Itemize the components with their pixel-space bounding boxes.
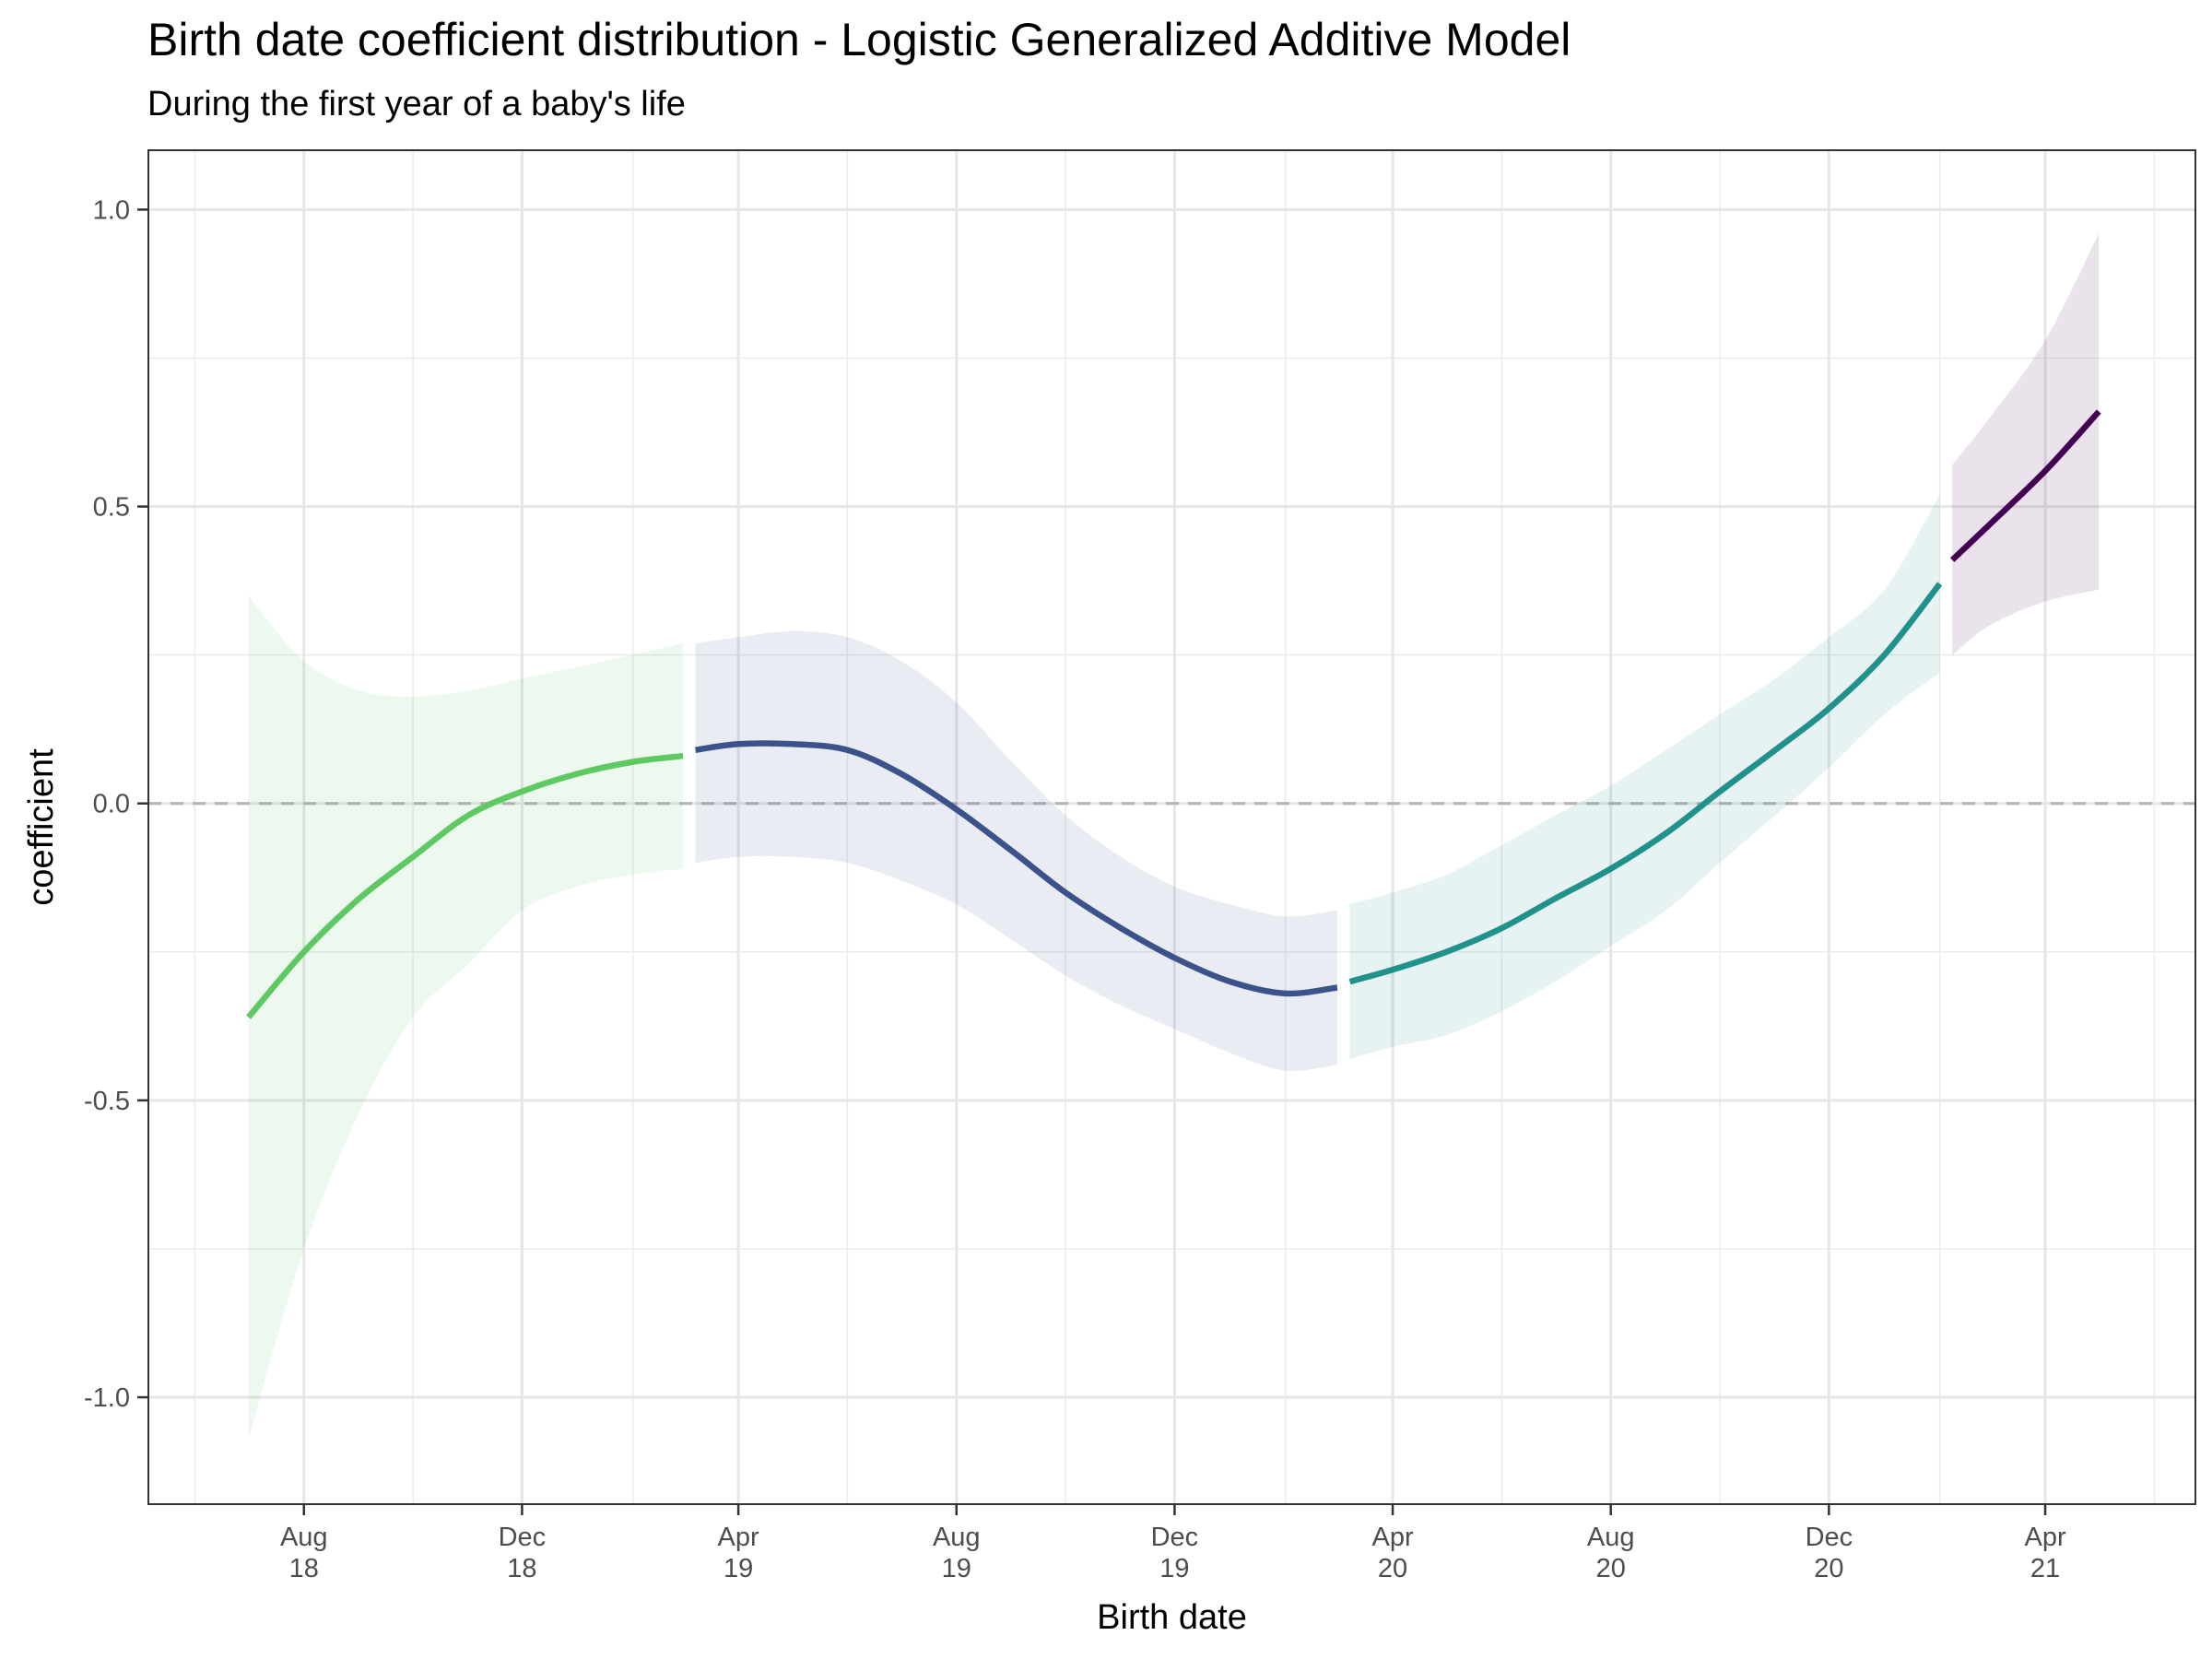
- minor-gridlines: [148, 150, 2195, 1504]
- x-tick-label-8-0: Apr: [2024, 1523, 2065, 1552]
- confidence-band-2: [1349, 494, 1940, 1059]
- x-axis-title: Birth date: [1097, 1598, 1247, 1637]
- y-axis-title: coefficient: [22, 748, 61, 906]
- x-tick-label-6-1: 20: [1596, 1554, 1626, 1583]
- series-line-2: [1348, 582, 1943, 985]
- y-axis: 1.0 0.5 0.0 -0.5 -1.0: [84, 195, 148, 1413]
- x-tick-label-7-1: 20: [1814, 1554, 1843, 1583]
- major-gridlines: [148, 150, 2195, 1504]
- x-tick-label-4-1: 19: [1159, 1554, 1189, 1583]
- series-lines: [246, 409, 2101, 1019]
- x-tick-label-1-1: 18: [507, 1554, 536, 1583]
- y-tick-label-0: 1.0: [93, 195, 130, 225]
- x-tick-label-2-1: 19: [724, 1554, 753, 1583]
- x-tick-label-4-0: Dec: [1151, 1523, 1199, 1552]
- series-line-0: [246, 752, 684, 1019]
- x-tick-label-0-0: Aug: [280, 1523, 328, 1552]
- x-tick-label-3-0: Aug: [933, 1523, 981, 1552]
- x-tick-label-5-1: 20: [1378, 1554, 1407, 1583]
- x-tick-label-5-0: Apr: [1371, 1523, 1413, 1552]
- chart-subtitle: During the first year of a baby's life: [147, 85, 686, 124]
- series-line-1: [695, 740, 1338, 997]
- x-tick-label-1-0: Dec: [499, 1523, 547, 1552]
- x-tick-label-3-1: 19: [942, 1554, 971, 1583]
- x-tick-label-7-0: Dec: [1806, 1523, 1853, 1552]
- y-tick-label-3: -0.5: [84, 1087, 130, 1116]
- y-tick-label-4: -1.0: [84, 1383, 130, 1413]
- x-axis: Aug18Dec18Apr19Aug19Dec19Apr20Aug20Dec20…: [280, 1504, 2066, 1583]
- x-tick-label-2-0: Apr: [718, 1523, 759, 1552]
- x-tick-label-0-1: 18: [289, 1554, 319, 1583]
- confidence-band-3: [1952, 233, 2100, 655]
- x-tick-label-6-0: Aug: [1587, 1523, 1635, 1552]
- x-tick-label-8-1: 21: [2030, 1554, 2060, 1583]
- confidence-band-0: [248, 595, 683, 1440]
- series-line-3: [1949, 409, 2101, 562]
- y-tick-label-1: 0.5: [93, 493, 130, 523]
- chart-title: Birth date coefficient distribution - Lo…: [147, 14, 1571, 65]
- panel-border: [147, 149, 2196, 1505]
- y-tick-label-2: 0.0: [93, 790, 130, 819]
